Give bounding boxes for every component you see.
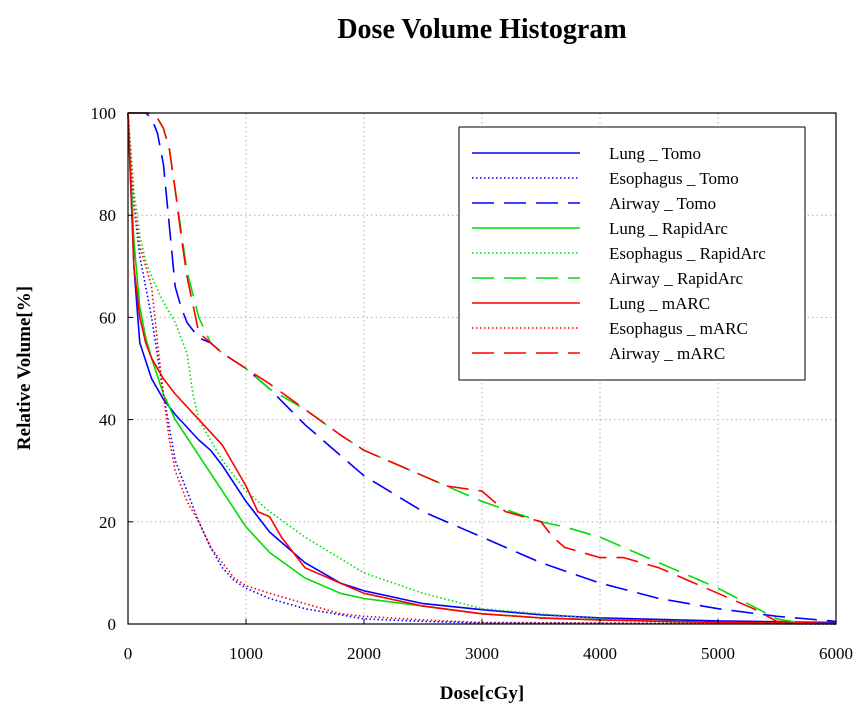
legend-label: Lung _ Tomo [609,144,701,163]
legend-label: Esophagus _ Tomo [609,169,739,188]
x-axis-title: Dose[cGy] [440,683,524,704]
x-tick-label: 4000 [583,644,617,663]
x-tick-label: 5000 [701,644,735,663]
series-line-lung-tomo [127,112,837,624]
x-tick-label: 3000 [465,644,499,663]
y-axis-title: Relative Volume[%] [14,286,35,450]
series-line-esophagus-tomo [127,112,837,625]
legend-label: Airway _ RapidArc [609,269,744,288]
legend-label: Esophagus _ mARC [609,319,748,338]
y-tick-label: 60 [99,308,116,327]
x-tick-label: 0 [124,644,133,663]
legend-label: Esophagus _ RapidArc [609,244,766,263]
ticks: 0 1000 2000 3000 4000 5000 6000 0 20 40 60 80 100 [91,104,854,663]
legend-label: Lung _ mARC [609,294,710,313]
legend-label: Airway _ Tomo [609,194,716,213]
series-line-esophagus-rapidarc [127,112,719,625]
series-line-airway-marc [128,112,837,625]
y-tick-label: 80 [99,206,116,225]
y-tick-label: 0 [108,615,117,634]
legend-label: Lung _ RapidArc [609,219,728,238]
series-line-lung-marc [127,112,837,625]
y-tick-label: 20 [99,513,116,532]
y-tick-label: 100 [91,104,117,123]
legend: Lung _ Tomo Esophagus _ Tomo Airway _ Tomo… [458,126,806,381]
x-tick-label: 6000 [819,644,853,663]
x-tick-label: 1000 [229,644,263,663]
series-line-esophagus-marc [127,112,837,625]
chart-title: Dose Volume Histogram [337,14,626,45]
series-layer [127,112,837,625]
x-tick-label: 2000 [347,644,381,663]
legend-label: Airway _ mARC [609,344,725,363]
y-tick-label: 40 [99,411,116,430]
